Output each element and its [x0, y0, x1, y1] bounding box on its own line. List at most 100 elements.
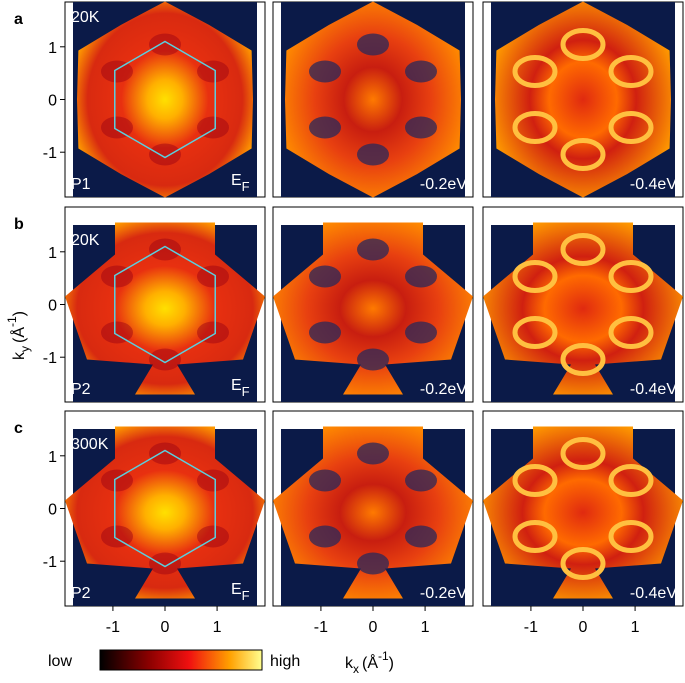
x-tick-label: -1	[314, 619, 328, 636]
energy: -0.2eV	[420, 585, 467, 602]
map-feature	[309, 469, 341, 492]
map-feature	[560, 28, 606, 61]
energy: -0.4eV	[630, 585, 677, 602]
energy-symbol: E	[231, 581, 242, 598]
map-feature	[512, 55, 558, 88]
energy-symbol: E	[231, 172, 242, 189]
energy: -0.4eV	[630, 381, 677, 398]
x-label-symbol: k	[345, 655, 354, 672]
y-tick-label: 1	[48, 449, 57, 466]
map-feature	[197, 321, 229, 344]
panel: -0.4eV -1 0 1	[482, 410, 684, 636]
panel: -0.2eV -1 0 1	[272, 410, 474, 636]
y-tick-label: 0	[48, 93, 57, 110]
colorbar	[99, 649, 263, 671]
map-feature	[101, 60, 133, 83]
x-tick-label: 0	[369, 619, 378, 636]
map-feature	[149, 552, 181, 575]
intensity-map	[495, 1, 671, 198]
x-tick-label: -1	[106, 619, 120, 636]
y-label-unit: (Å	[9, 327, 28, 343]
x-tick-label: 1	[421, 619, 430, 636]
energy: EF	[231, 172, 250, 194]
panel-label: a	[14, 11, 23, 28]
energy-subscript: F	[242, 179, 250, 194]
map-feature	[608, 316, 654, 349]
map-feature	[149, 348, 181, 371]
map-feature	[512, 111, 558, 144]
panel: b 20K P2 EF -1 0 1	[14, 206, 266, 403]
y-tick-label: -1	[43, 145, 57, 162]
map-feature	[197, 116, 229, 139]
map-feature	[405, 469, 437, 492]
map-feature	[512, 464, 558, 497]
energy: EF	[231, 581, 250, 603]
panel-label: b	[14, 216, 24, 233]
energy: -0.2eV	[420, 381, 467, 398]
y-axis-label: ky (Å-1)	[5, 311, 32, 360]
temperature: 20K	[71, 232, 100, 249]
map-feature	[101, 525, 133, 548]
panel-label: c	[14, 420, 23, 437]
brillouin-zone	[114, 40, 216, 159]
energy: EF	[231, 377, 250, 399]
panel: -0.4eV	[482, 206, 684, 403]
map-feature	[197, 525, 229, 548]
panel: a 20K P1 EF -1 0 1	[14, 1, 266, 198]
map-feature	[149, 238, 181, 261]
energy: -0.4eV	[630, 176, 677, 193]
map-feature	[197, 265, 229, 288]
colorbar-high: high	[270, 653, 300, 670]
energy: -0.2eV	[420, 176, 467, 193]
y-tick-label: -1	[43, 554, 57, 571]
x-label-close: )	[389, 655, 394, 672]
map-feature	[560, 343, 606, 376]
map-feature	[512, 316, 558, 349]
map-feature	[101, 116, 133, 139]
temperature: 300K	[71, 436, 109, 453]
intensity-map	[65, 222, 265, 395]
x-label-sub: x	[353, 662, 359, 676]
brillouin-zone	[114, 449, 216, 568]
intensity-map	[483, 222, 683, 395]
x-tick-label: 1	[213, 619, 222, 636]
y-tick-label: 0	[48, 298, 57, 315]
map-feature	[357, 552, 389, 575]
map-feature	[197, 469, 229, 492]
map-feature	[405, 321, 437, 344]
panel: -0.2eV	[272, 1, 474, 198]
map-feature	[405, 116, 437, 139]
x-tick-label: -1	[524, 619, 538, 636]
y-label-close: )	[11, 311, 28, 316]
intensity-map	[273, 426, 473, 599]
intensity-map	[77, 1, 253, 198]
y-tick-label: -1	[43, 350, 57, 367]
map-feature	[405, 60, 437, 83]
energy-subscript: F	[242, 588, 250, 603]
energy-symbol: E	[231, 377, 242, 394]
panel: c 300K P2 EF -1 0 1 -1 0 1	[14, 410, 266, 636]
map-feature	[309, 60, 341, 83]
x-tick-label: 1	[631, 619, 640, 636]
map-feature	[608, 464, 654, 497]
map-feature	[309, 321, 341, 344]
y-label-sub: y	[18, 346, 32, 352]
map-feature	[560, 437, 606, 470]
x-tick-label: 0	[579, 619, 588, 636]
map-feature	[309, 525, 341, 548]
map-feature	[101, 321, 133, 344]
probe: P2	[71, 381, 91, 398]
map-feature	[101, 265, 133, 288]
probe: P1	[71, 176, 91, 193]
map-feature	[512, 520, 558, 553]
x-label-unit: (Å	[362, 653, 378, 672]
map-feature	[357, 442, 389, 465]
map-feature	[309, 265, 341, 288]
map-feature	[560, 233, 606, 266]
y-label-exp: -1	[5, 316, 19, 327]
intensity-map	[285, 1, 461, 198]
map-feature	[560, 547, 606, 580]
panel: -0.4eV	[482, 1, 684, 198]
map-feature	[608, 111, 654, 144]
